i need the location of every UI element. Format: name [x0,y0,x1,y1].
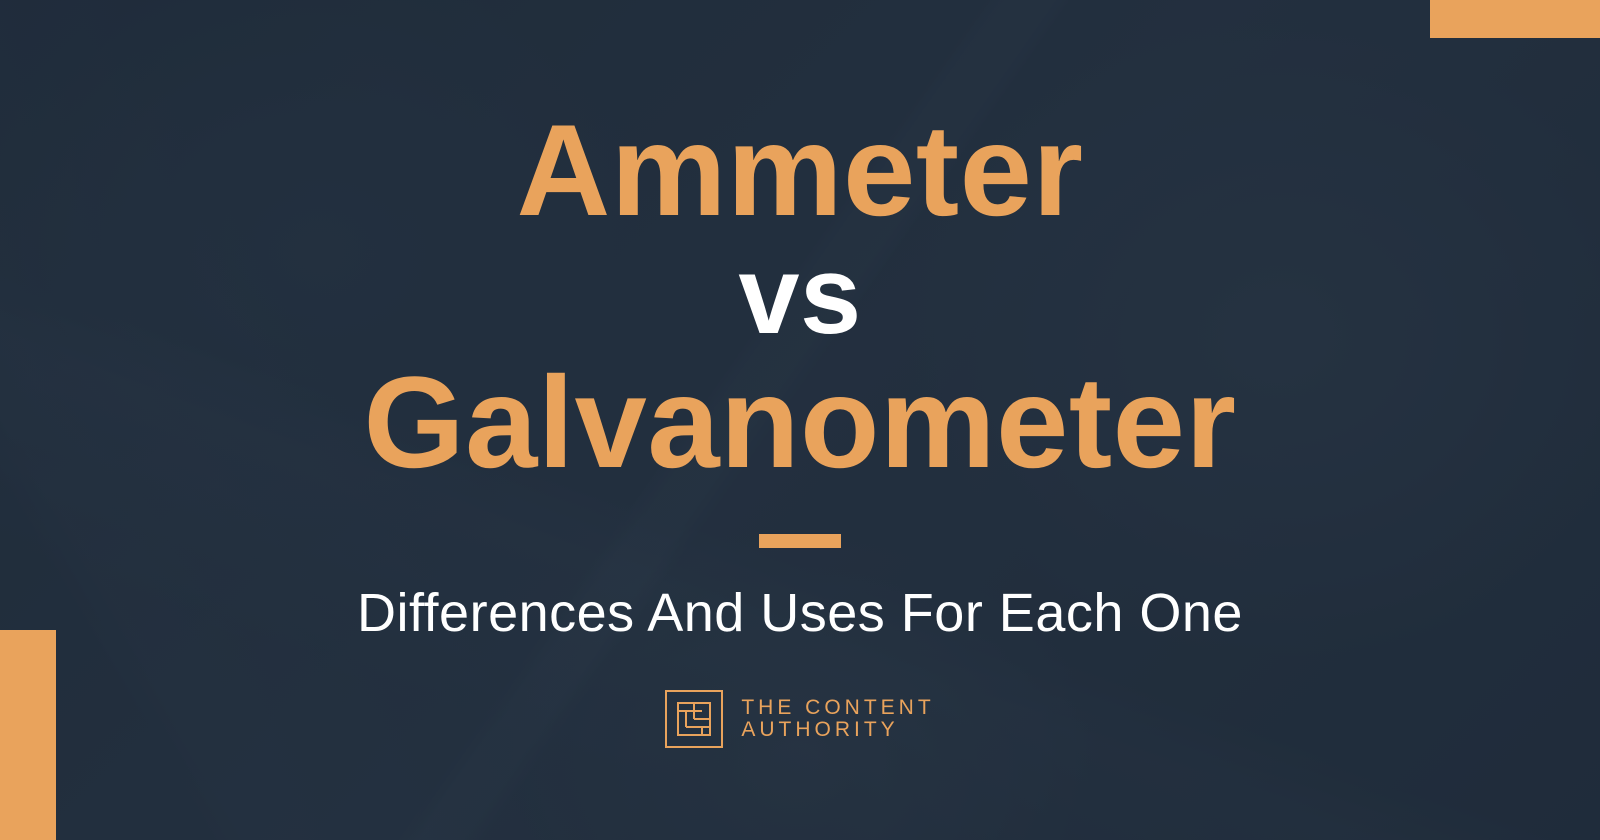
hero-content: Ammeter vs Galvanometer Differences And … [0,0,1600,840]
divider-rule [759,534,841,548]
title-line-vs: vs [363,238,1236,354]
brand-logo-mark [665,690,723,748]
brand-line-1: THE CONTENT [741,697,934,719]
title-line-1: Ammeter [363,102,1236,239]
brand-logo: THE CONTENT AUTHORITY [665,690,934,748]
brand-logo-text: THE CONTENT AUTHORITY [741,697,934,741]
maze-icon [674,699,714,739]
title-line-2: Galvanometer [363,354,1236,491]
subtitle: Differences And Uses For Each One [357,582,1243,644]
title-block: Ammeter vs Galvanometer [363,102,1236,491]
brand-line-2: AUTHORITY [741,719,934,741]
